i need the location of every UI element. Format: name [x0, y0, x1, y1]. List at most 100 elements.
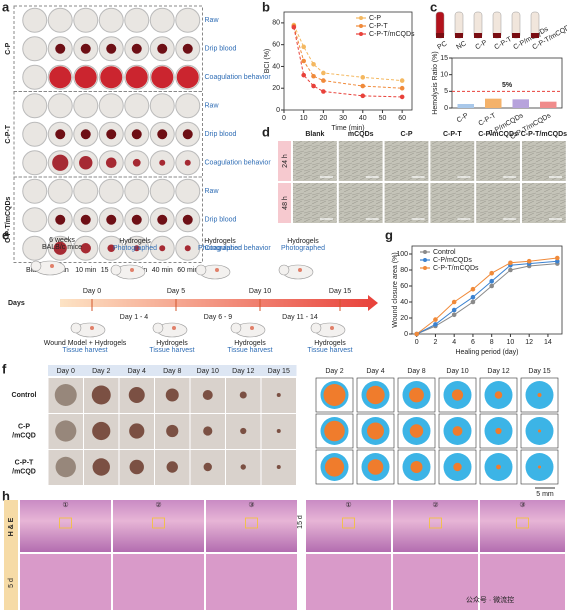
legend-label: C-P [369, 15, 381, 22]
trace-current [323, 384, 346, 406]
x-tick-label: 0 [415, 339, 419, 346]
data-point [451, 307, 457, 313]
coagulum [49, 66, 72, 89]
data-point [311, 61, 316, 67]
micrograph [293, 183, 337, 223]
blood-drop [131, 129, 142, 140]
y-tick-label: 20 [400, 315, 408, 322]
x-tick-label: 10 [300, 115, 308, 122]
well [124, 93, 150, 119]
data-point [311, 83, 316, 89]
y-tick-label: 60 [400, 283, 408, 290]
blood-drop [182, 43, 193, 54]
well [149, 7, 175, 33]
label: Day 8 [163, 368, 181, 375]
x-tick-label: 6 [471, 339, 475, 346]
label: C-P [18, 423, 30, 430]
blood-drop [182, 214, 193, 225]
wound-mark [250, 326, 254, 330]
wound [203, 426, 213, 436]
trace-current [496, 464, 501, 470]
y-tick-label: 10 [440, 72, 448, 79]
row-band [278, 141, 291, 181]
roi [516, 517, 529, 529]
legend-marker [359, 24, 363, 28]
wound [239, 391, 247, 399]
data-point [311, 73, 316, 79]
well [47, 93, 73, 119]
label: Days [8, 300, 25, 307]
wound [129, 423, 145, 439]
well [22, 235, 48, 261]
wound [128, 387, 145, 403]
micrograph [430, 183, 475, 223]
wound [55, 456, 76, 478]
data-point [489, 278, 494, 284]
wound-mark [172, 326, 176, 330]
blood-drop [80, 129, 91, 140]
wound [55, 420, 77, 442]
well [22, 64, 48, 90]
wound [202, 390, 213, 400]
coagulum [74, 66, 97, 89]
wound-mark [215, 268, 219, 272]
well [98, 7, 124, 33]
label: Day 0 [57, 368, 75, 375]
wound [276, 393, 281, 397]
well [22, 207, 48, 233]
well [73, 7, 99, 33]
legend-label: C-P-T/mCQDs [433, 265, 479, 272]
trace-current [538, 465, 541, 469]
data-point [433, 317, 438, 322]
histology-zoom [393, 554, 478, 610]
label: 48 h [282, 196, 289, 210]
group-frame [13, 176, 203, 263]
label: ① [62, 501, 68, 509]
label: 5 mm [536, 491, 554, 498]
micrograph [522, 183, 566, 223]
x-tick-label: 10 [507, 339, 515, 346]
label: Hydrogels [119, 238, 151, 245]
trace-current [367, 459, 384, 475]
label: Day 4 [128, 368, 146, 375]
header-band [48, 365, 297, 376]
series-line [416, 257, 558, 335]
blood-drop [80, 214, 91, 225]
tube-pellet [455, 33, 463, 38]
mouse-head [278, 264, 290, 276]
label: Tissue harvest [227, 347, 272, 354]
x-tick-label: 14 [544, 339, 552, 346]
panel-letter: a [2, 0, 10, 14]
label: C-P-T/mCQDs [5, 197, 12, 243]
label: 40 min [152, 267, 173, 274]
mouse-head [70, 322, 82, 334]
label: Drip blood [205, 217, 237, 224]
bar [485, 98, 502, 108]
threshold-label: 5% [502, 82, 513, 89]
label: Photographed [198, 245, 242, 252]
trace-current [409, 387, 424, 403]
well [175, 7, 201, 33]
data-point [360, 75, 366, 80]
y-tick-label: 80 [272, 20, 280, 27]
roi [59, 517, 72, 529]
label: ① [345, 501, 351, 509]
trace-current [366, 385, 385, 405]
label: Day 1 - 4 [120, 314, 149, 321]
panel-letter: d [262, 124, 270, 139]
wound [92, 458, 110, 476]
well [149, 178, 175, 204]
label: Blank [305, 131, 324, 138]
wound [92, 421, 111, 441]
data-point [321, 89, 326, 94]
label: Day 10 [249, 288, 271, 295]
legend-label: C-P-T [369, 23, 388, 30]
legend-marker [423, 266, 427, 270]
tube-label: PC [436, 40, 448, 51]
label: mCQDs [348, 131, 374, 138]
y-axis-label: Wound closure area (%) [392, 252, 399, 327]
row-band [278, 183, 291, 223]
label: Tissue harvest [307, 347, 352, 354]
wound-mark [298, 268, 302, 272]
label: Day 5 [167, 288, 185, 295]
